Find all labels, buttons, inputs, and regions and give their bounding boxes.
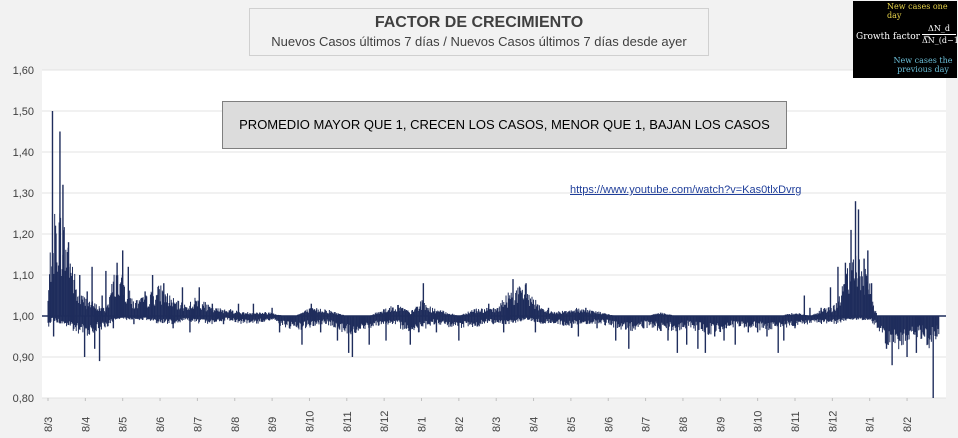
note-box: PROMEDIO MAYOR QUE 1, CRECEN LOS CASOS, …	[222, 101, 787, 149]
x-tick-label: 8/7	[192, 417, 204, 432]
chart-subtitle: Nuevos Casos últimos 7 días / Nuevos Cas…	[271, 34, 687, 49]
x-tick-label: 8/8	[678, 417, 690, 432]
x-tick-label: 8/2	[454, 417, 466, 432]
note-text: PROMEDIO MAYOR QUE 1, CRECEN LOS CASOS, …	[239, 117, 770, 132]
y-tick-label: 1,40	[13, 147, 34, 159]
y-tick-label: 1,60	[13, 65, 34, 77]
title-box: FACTOR DE CRECIMIENTO Nuevos Casos últim…	[249, 8, 709, 56]
x-tick-label: 8/5	[118, 417, 130, 432]
formula-numerator: ΔN_d	[922, 24, 956, 35]
formula-denominator: ΔN_(d−1)	[922, 36, 958, 45]
x-tick-label: 8/7	[641, 417, 653, 432]
x-tick-label: 8/9	[715, 417, 727, 432]
formula-bottom-label: New cases the previous day	[893, 56, 953, 74]
x-tick-label: 8/10	[753, 411, 765, 432]
x-tick-label: 8/11	[790, 411, 802, 432]
formula-label: Growth factor =	[856, 32, 931, 42]
y-tick-label: 0,90	[13, 352, 34, 364]
youtube-link[interactable]: https://www.youtube.com/watch?v=Kas0tlxD…	[570, 184, 802, 196]
x-tick-label: 8/1	[417, 417, 429, 432]
y-tick-label: 0,80	[13, 393, 34, 405]
x-tick-label: 8/9	[267, 417, 279, 432]
x-tick-label: 8/12	[827, 411, 839, 432]
chart-title: FACTOR DE CRECIMIENTO	[374, 14, 584, 31]
x-tick-label: 8/2	[902, 417, 914, 432]
formula-fraction: ΔN_d ΔN_(d−1)	[922, 24, 958, 45]
x-tick-label: 8/4	[529, 417, 541, 432]
x-tick-label: 8/12	[379, 411, 391, 432]
y-tick-label: 1,20	[13, 229, 34, 241]
x-tick-label: 8/4	[80, 417, 92, 432]
y-tick-label: 1,30	[13, 188, 34, 200]
x-tick-label: 8/3	[491, 417, 503, 432]
formula-top-label: New cases one day	[887, 2, 948, 20]
y-tick-label: 1,10	[13, 270, 34, 282]
x-tick-label: 8/8	[230, 417, 242, 432]
x-tick-label: 8/3	[43, 417, 55, 432]
y-tick-label: 1,50	[13, 106, 34, 118]
x-tick-label: 8/10	[304, 411, 316, 432]
growth-factor-formula-image: New cases one day Growth factor = ΔN_d Δ…	[853, 1, 958, 78]
x-tick-label: 8/5	[566, 417, 578, 432]
x-tick-label: 8/11	[342, 411, 354, 432]
x-tick-label: 8/1	[865, 417, 877, 432]
x-tick-label: 8/6	[155, 417, 167, 432]
x-tick-label: 8/6	[603, 417, 615, 432]
y-tick-label: 1,00	[13, 311, 34, 323]
